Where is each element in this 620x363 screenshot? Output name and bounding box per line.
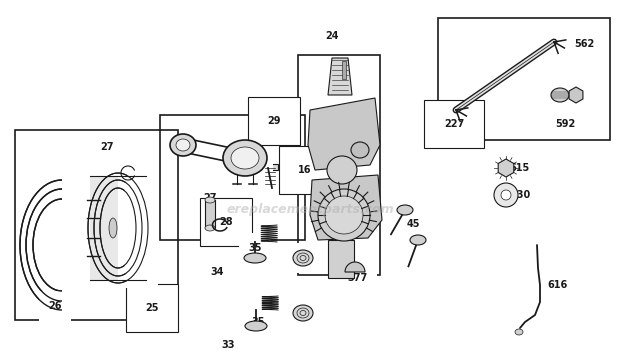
Text: 32: 32: [250, 162, 264, 172]
Text: 40: 40: [298, 253, 312, 263]
Text: 615: 615: [510, 163, 530, 173]
Ellipse shape: [223, 140, 267, 176]
Ellipse shape: [325, 196, 363, 234]
Wedge shape: [345, 262, 365, 272]
Ellipse shape: [551, 88, 569, 102]
Text: 616: 616: [548, 280, 568, 290]
Text: 227: 227: [444, 119, 464, 129]
Circle shape: [501, 190, 511, 200]
Text: 27: 27: [203, 193, 217, 203]
Text: 28: 28: [219, 217, 233, 227]
Ellipse shape: [410, 235, 426, 245]
Text: 45: 45: [406, 219, 420, 229]
Polygon shape: [264, 164, 278, 170]
Text: 25: 25: [145, 303, 159, 313]
Ellipse shape: [351, 142, 369, 158]
Polygon shape: [90, 176, 146, 280]
Text: 562: 562: [574, 39, 594, 49]
Text: 34: 34: [210, 267, 224, 277]
Ellipse shape: [293, 305, 313, 321]
Ellipse shape: [109, 218, 117, 238]
Text: 16: 16: [298, 165, 312, 175]
Ellipse shape: [327, 156, 357, 184]
Polygon shape: [310, 175, 382, 240]
Text: 26: 26: [48, 301, 62, 311]
Text: 592: 592: [555, 119, 575, 129]
Bar: [342, 61, 346, 79]
Ellipse shape: [176, 139, 190, 151]
Ellipse shape: [205, 225, 215, 231]
Polygon shape: [118, 168, 158, 288]
Bar: [205, 200, 215, 228]
Text: ereplacementparts.com: ereplacementparts.com: [226, 204, 394, 216]
Polygon shape: [62, 175, 112, 315]
Polygon shape: [328, 240, 354, 278]
Text: 40: 40: [298, 310, 312, 320]
Text: 35: 35: [248, 243, 262, 253]
Ellipse shape: [170, 134, 196, 156]
Text: 377: 377: [347, 273, 367, 283]
Ellipse shape: [397, 205, 413, 215]
Polygon shape: [308, 98, 380, 170]
Text: 35: 35: [251, 317, 265, 327]
Ellipse shape: [244, 253, 266, 263]
Text: 41: 41: [347, 203, 361, 213]
Text: 33: 33: [221, 340, 235, 350]
Circle shape: [494, 183, 518, 207]
Text: 230: 230: [510, 190, 530, 200]
Ellipse shape: [231, 147, 259, 169]
Ellipse shape: [318, 189, 370, 241]
Text: 29: 29: [267, 116, 281, 126]
Polygon shape: [328, 58, 352, 95]
Ellipse shape: [205, 197, 215, 203]
Text: 24: 24: [326, 31, 339, 41]
Ellipse shape: [515, 329, 523, 335]
Ellipse shape: [293, 250, 313, 266]
Ellipse shape: [245, 321, 267, 331]
Text: 27: 27: [100, 142, 113, 152]
